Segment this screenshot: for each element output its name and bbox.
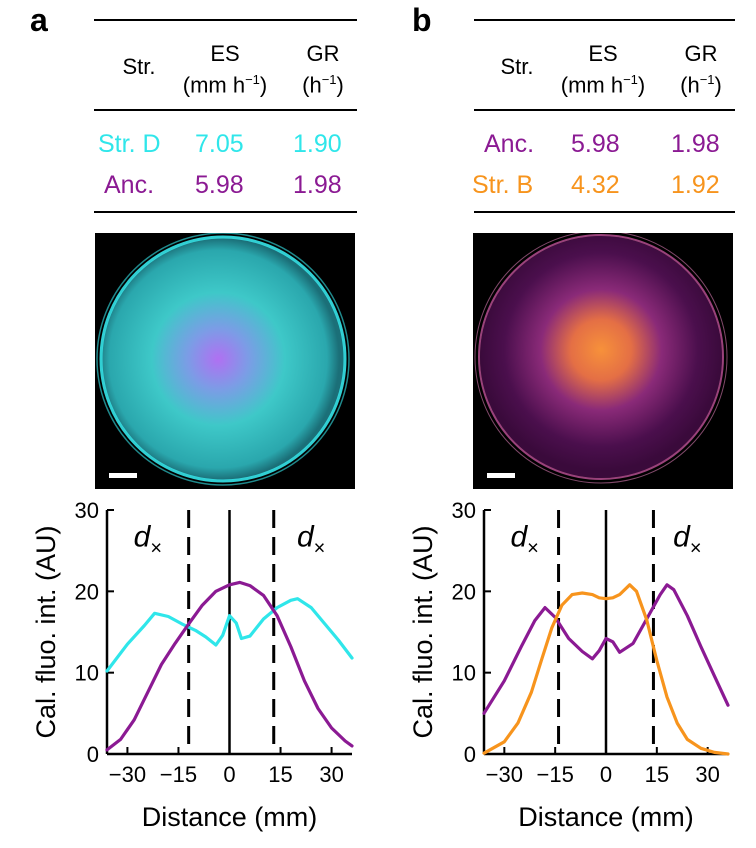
header-es-label: ES	[588, 41, 618, 66]
header-strain: Str.	[500, 54, 534, 79]
header-gr-unit: (h−1)	[302, 72, 344, 98]
series-line-anc-	[105, 580, 354, 752]
table-mid-rule	[474, 109, 735, 111]
row-es: 4.32	[571, 171, 620, 199]
table-bottom-rule	[94, 211, 357, 213]
header-es: ES (mm h−1)	[166, 41, 284, 98]
row-strain: Anc.	[104, 171, 155, 199]
y-tick-label: 20	[452, 579, 476, 604]
row-strain: Anc.	[484, 130, 535, 158]
y-tick-label: 30	[452, 498, 476, 523]
x-tick-label: 0	[223, 762, 235, 787]
panel-label: a	[30, 2, 48, 38]
annotation-d-cross: d×	[134, 521, 162, 560]
row-gr: 1.92	[671, 171, 720, 199]
header-es-unit: (mm h−1)	[560, 72, 646, 98]
x-tick-label: 30	[319, 762, 343, 787]
annotation-d-cross: d×	[510, 521, 538, 560]
row-es: 7.05	[195, 130, 244, 158]
series-line-str-b	[482, 583, 730, 756]
row-gr: 1.98	[671, 130, 720, 158]
x-tick-label: −15	[160, 762, 197, 787]
header-gr: GR (h−1)	[672, 41, 730, 98]
table-top-rule	[94, 19, 357, 21]
x-tick-label: 30	[695, 762, 719, 787]
petri-dish-image	[95, 233, 355, 489]
header-es-label: ES	[210, 41, 240, 66]
header-gr-unit: (h−1)	[680, 72, 722, 98]
y-axis-label: Cal. fluo. int. (AU)	[408, 525, 438, 738]
x-tick-label: −30	[486, 762, 523, 787]
y-tick-label: 30	[75, 498, 99, 523]
y-tick-label: 10	[75, 661, 99, 686]
panel-label: b	[412, 2, 432, 38]
x-tick-label: 15	[645, 762, 669, 787]
petri-dish-image	[473, 233, 733, 489]
header-gr: GR (h−1)	[294, 41, 352, 98]
line-chart: 0 10 20 30 −30 −15 0 15 30 d× d× Distance (mm) Cal. …	[31, 498, 354, 832]
y-tick-label: 0	[464, 742, 476, 767]
header-es: ES (mm h−1)	[544, 41, 662, 98]
x-tick-label: 15	[268, 762, 292, 787]
annotation-d-cross: d×	[673, 521, 701, 560]
x-tick-label: −15	[537, 762, 574, 787]
y-tick-label: 20	[75, 579, 99, 604]
panel-b: b Str. ES (mm h−1) GR (h−1) Anc. 5.98 1.…	[378, 0, 756, 848]
header-es-unit: (mm h−1)	[182, 72, 268, 98]
line-chart: 0 10 20 30 −30 −15 0 15 30 d× d× Distance (mm) Cal. …	[408, 498, 730, 832]
series-line-anc-	[482, 583, 730, 715]
scale-bar	[109, 473, 137, 478]
row-gr: 1.98	[293, 171, 342, 199]
scale-bar	[487, 473, 515, 478]
row-es: 5.98	[195, 171, 244, 199]
y-tick-label: 0	[87, 742, 99, 767]
annotation-d-cross: d×	[297, 521, 325, 560]
table-mid-rule	[94, 109, 357, 111]
x-axis-label: Distance (mm)	[518, 802, 694, 832]
row-gr: 1.90	[293, 130, 342, 158]
header-gr-label: GR	[684, 41, 718, 66]
header-gr-label: GR	[306, 41, 340, 66]
row-strain: Str. B	[472, 171, 534, 199]
table-top-rule	[474, 19, 735, 21]
series-line-str-d	[105, 597, 354, 673]
x-axis-label: Distance (mm)	[142, 802, 318, 832]
row-es: 5.98	[571, 130, 620, 158]
header-strain: Str.	[122, 54, 156, 79]
y-tick-label: 10	[452, 661, 476, 686]
x-tick-label: −30	[109, 762, 146, 787]
row-strain: Str. D	[98, 130, 161, 158]
x-tick-label: 0	[600, 762, 612, 787]
panel-a: a Str. ES (mm h−1) GR (h−1) Str. D 7.05 …	[30, 2, 357, 832]
table-bottom-rule	[474, 211, 735, 213]
y-axis-label: Cal. fluo. int. (AU)	[31, 525, 61, 738]
